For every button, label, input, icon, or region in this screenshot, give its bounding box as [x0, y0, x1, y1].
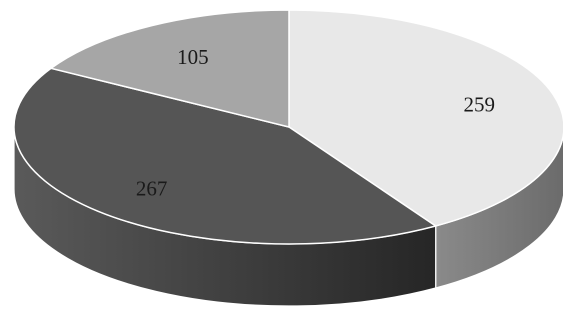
- pie-slice-label-1: 267: [136, 177, 168, 201]
- pie-top-layer: [13, 9, 563, 245]
- pie-slice-1: [13, 67, 437, 245]
- pie-slice-2: [50, 9, 290, 128]
- pie-slice-0: [288, 9, 563, 227]
- pie-slice-label-2: 105: [177, 45, 209, 69]
- pie-label-layer: 259 267 105: [136, 45, 495, 201]
- pie-slice-label-0: 259: [463, 93, 495, 117]
